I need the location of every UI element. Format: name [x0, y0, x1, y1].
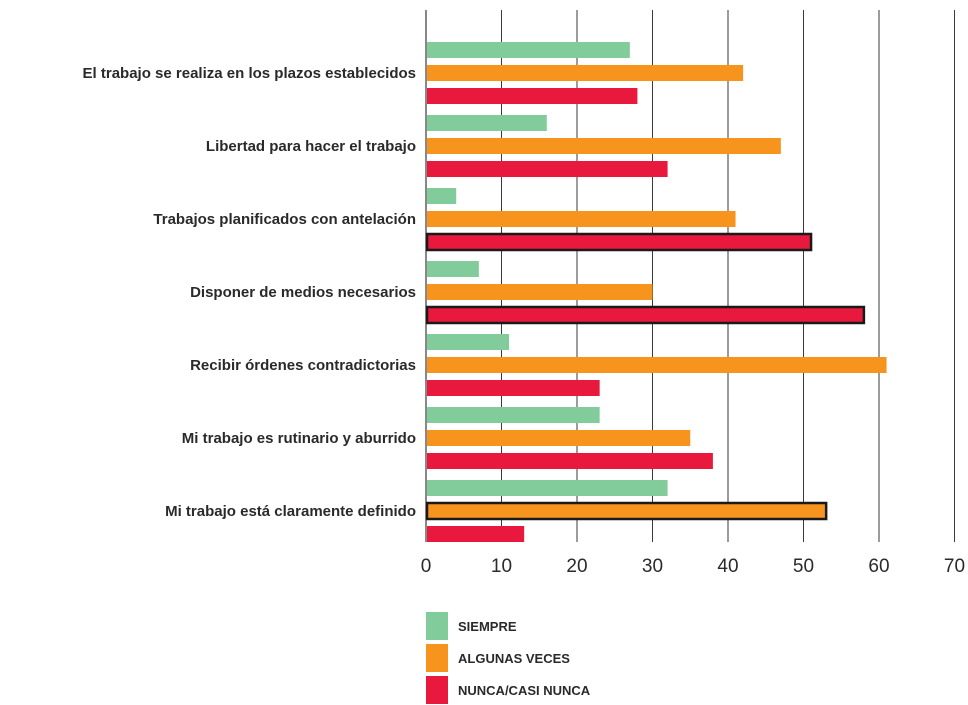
category-label: Trabajos planificados con antelación — [153, 211, 416, 228]
bar — [427, 526, 525, 542]
x-tick-label: 30 — [642, 556, 663, 577]
bar — [425, 501, 828, 521]
x-axis-tick-labels: 0 10 20 30 40 50 60 70 — [421, 556, 965, 577]
category-label: Mi trabajo es rutinario y aburrido — [182, 430, 416, 447]
category-label: Recibir órdenes contradictorias — [190, 357, 416, 374]
legend-swatch — [426, 676, 448, 704]
legend-swatch — [426, 644, 448, 672]
bar — [427, 430, 691, 446]
x-tick-label: 70 — [944, 556, 965, 577]
bar — [427, 161, 668, 177]
x-tick-label: 50 — [793, 556, 814, 577]
bar — [427, 380, 600, 396]
bars — [425, 42, 887, 542]
category-label: Disponer de medios necesarios — [190, 284, 416, 301]
bar — [425, 232, 813, 252]
legend-label: SIEMPRE — [458, 619, 517, 634]
x-tick-label: 60 — [868, 556, 889, 577]
bar — [427, 480, 668, 496]
x-tick-label: 10 — [491, 556, 512, 577]
bar — [425, 305, 866, 325]
legend-swatch — [426, 612, 448, 640]
bar — [427, 357, 887, 373]
category-label: El trabajo se realiza en los plazos esta… — [83, 65, 416, 82]
category-labels: El trabajo se realiza en los plazos esta… — [83, 65, 416, 520]
bar — [427, 284, 653, 300]
bar — [427, 188, 457, 204]
bar — [427, 453, 713, 469]
bar — [427, 261, 479, 277]
x-tick-label: 0 — [421, 556, 432, 577]
category-label: Mi trabajo está claramente definido — [165, 503, 416, 520]
bar — [427, 65, 744, 81]
bar — [427, 407, 600, 423]
bar — [427, 211, 736, 227]
bar — [427, 42, 630, 58]
bar — [427, 88, 638, 104]
legend-label: NUNCA/CASI NUNCA — [458, 683, 591, 698]
category-label: Libertad para hacer el trabajo — [206, 138, 416, 155]
legend-label: ALGUNAS VECES — [458, 651, 570, 666]
bar — [427, 115, 547, 131]
bar — [427, 334, 510, 350]
x-tick-label: 40 — [717, 556, 738, 577]
bar — [427, 138, 781, 154]
legend: SIEMPRE ALGUNAS VECES NUNCA/CASI NUNCA — [426, 612, 591, 704]
x-tick-label: 20 — [566, 556, 587, 577]
